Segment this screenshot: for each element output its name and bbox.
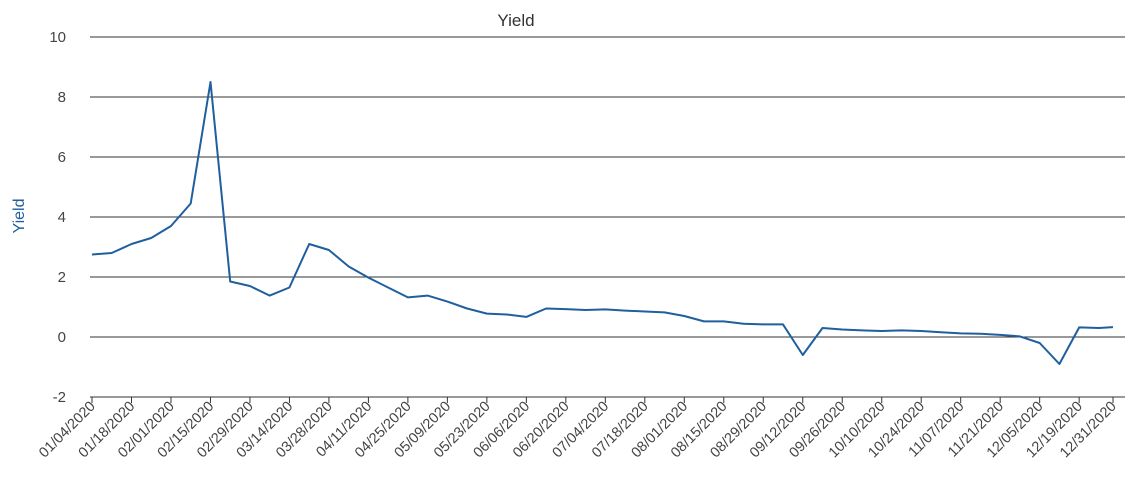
yield-series-line — [91, 81, 1114, 365]
x-axis-ticks: 01/04/202001/18/202002/01/202002/15/2020… — [36, 397, 1120, 461]
grid-lines — [90, 36, 1125, 398]
y-tick-label: -2 — [53, 389, 66, 406]
y-tick-label: 10 — [49, 29, 66, 46]
chart-title: Yield — [497, 11, 534, 30]
y-tick-label: 2 — [58, 269, 66, 286]
y-tick-label: 4 — [58, 209, 66, 226]
series-layer — [91, 81, 1114, 365]
y-tick-label: 6 — [58, 149, 66, 166]
y-axis-label: Yield — [11, 199, 28, 234]
y-tick-label: 8 — [58, 89, 66, 106]
y-tick-label: 0 — [58, 329, 66, 346]
y-axis-ticks: 10 8 6 4 2 0 -2 — [49, 29, 66, 406]
